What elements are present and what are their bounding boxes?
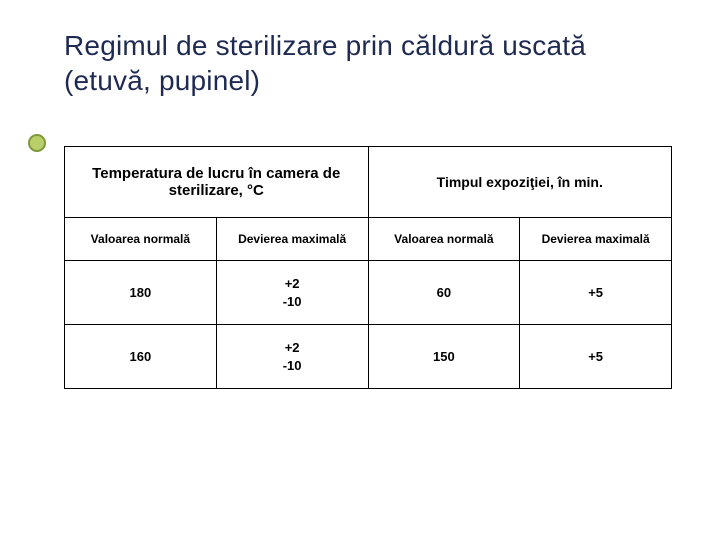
subheader-time-dev: Devierea maximală (520, 218, 672, 261)
bullet-icon (28, 134, 46, 152)
cell-temp-nominal: 160 (65, 325, 217, 389)
cell-time-dev: +5 (520, 325, 672, 389)
subheader-time-nominal: Valoarea normală (368, 218, 520, 261)
cell-temp-nominal: 180 (65, 261, 217, 325)
table-row: 180 +2 -10 60 +5 (65, 261, 672, 325)
cell-time-dev: +5 (520, 261, 672, 325)
header-temperature: Temperatura de lucru în camera de steril… (65, 147, 369, 218)
title-block: Regimul de sterilizare prin căldură usca… (64, 28, 672, 98)
table-header-row-1: Temperatura de lucru în camera de steril… (65, 147, 672, 218)
cell-time-nominal: 60 (368, 261, 520, 325)
header-time: Timpul expoziţiei, în min. (368, 147, 672, 218)
subheader-temp-nominal: Valoarea normală (65, 218, 217, 261)
cell-time-nominal: 150 (368, 325, 520, 389)
table-row: 160 +2 -10 150 +5 (65, 325, 672, 389)
sterilization-table: Temperatura de lucru în camera de steril… (64, 146, 672, 389)
table-header-row-2: Valoarea normală Devierea maximală Valoa… (65, 218, 672, 261)
cell-temp-dev-plus: +2 (223, 275, 362, 293)
cell-temp-dev-minus: -10 (223, 293, 362, 311)
slide-content: Regimul de sterilizare prin căldură usca… (0, 0, 720, 409)
cell-temp-dev-plus: +2 (223, 339, 362, 357)
cell-temp-dev: +2 -10 (216, 325, 368, 389)
cell-temp-dev: +2 -10 (216, 261, 368, 325)
cell-temp-dev-minus: -10 (223, 357, 362, 375)
page-title: Regimul de sterilizare prin căldură usca… (64, 28, 672, 98)
subheader-temp-dev: Devierea maximală (216, 218, 368, 261)
